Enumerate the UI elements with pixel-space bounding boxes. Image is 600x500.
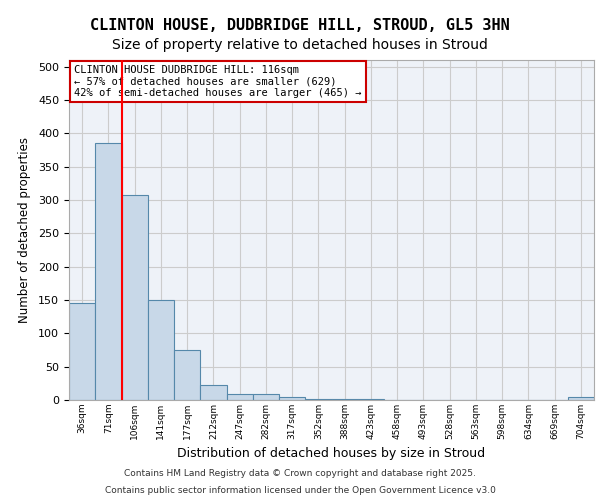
- Bar: [148, 300, 174, 400]
- Bar: [279, 398, 305, 400]
- Bar: [253, 394, 279, 400]
- Bar: [95, 144, 121, 400]
- Bar: [121, 194, 148, 400]
- Text: CLINTON HOUSE DUDBRIDGE HILL: 116sqm
← 57% of detached houses are smaller (629)
: CLINTON HOUSE DUDBRIDGE HILL: 116sqm ← 5…: [74, 65, 362, 98]
- Bar: [227, 394, 253, 400]
- Bar: [331, 398, 358, 400]
- Bar: [200, 386, 227, 400]
- Bar: [174, 350, 200, 400]
- Text: Contains HM Land Registry data © Crown copyright and database right 2025.: Contains HM Land Registry data © Crown c…: [124, 468, 476, 477]
- Bar: [358, 398, 384, 400]
- Bar: [69, 304, 95, 400]
- Bar: [568, 398, 594, 400]
- Bar: [305, 398, 331, 400]
- Text: Size of property relative to detached houses in Stroud: Size of property relative to detached ho…: [112, 38, 488, 52]
- Y-axis label: Number of detached properties: Number of detached properties: [18, 137, 31, 323]
- X-axis label: Distribution of detached houses by size in Stroud: Distribution of detached houses by size …: [178, 448, 485, 460]
- Text: Contains public sector information licensed under the Open Government Licence v3: Contains public sector information licen…: [104, 486, 496, 495]
- Text: CLINTON HOUSE, DUDBRIDGE HILL, STROUD, GL5 3HN: CLINTON HOUSE, DUDBRIDGE HILL, STROUD, G…: [90, 18, 510, 32]
